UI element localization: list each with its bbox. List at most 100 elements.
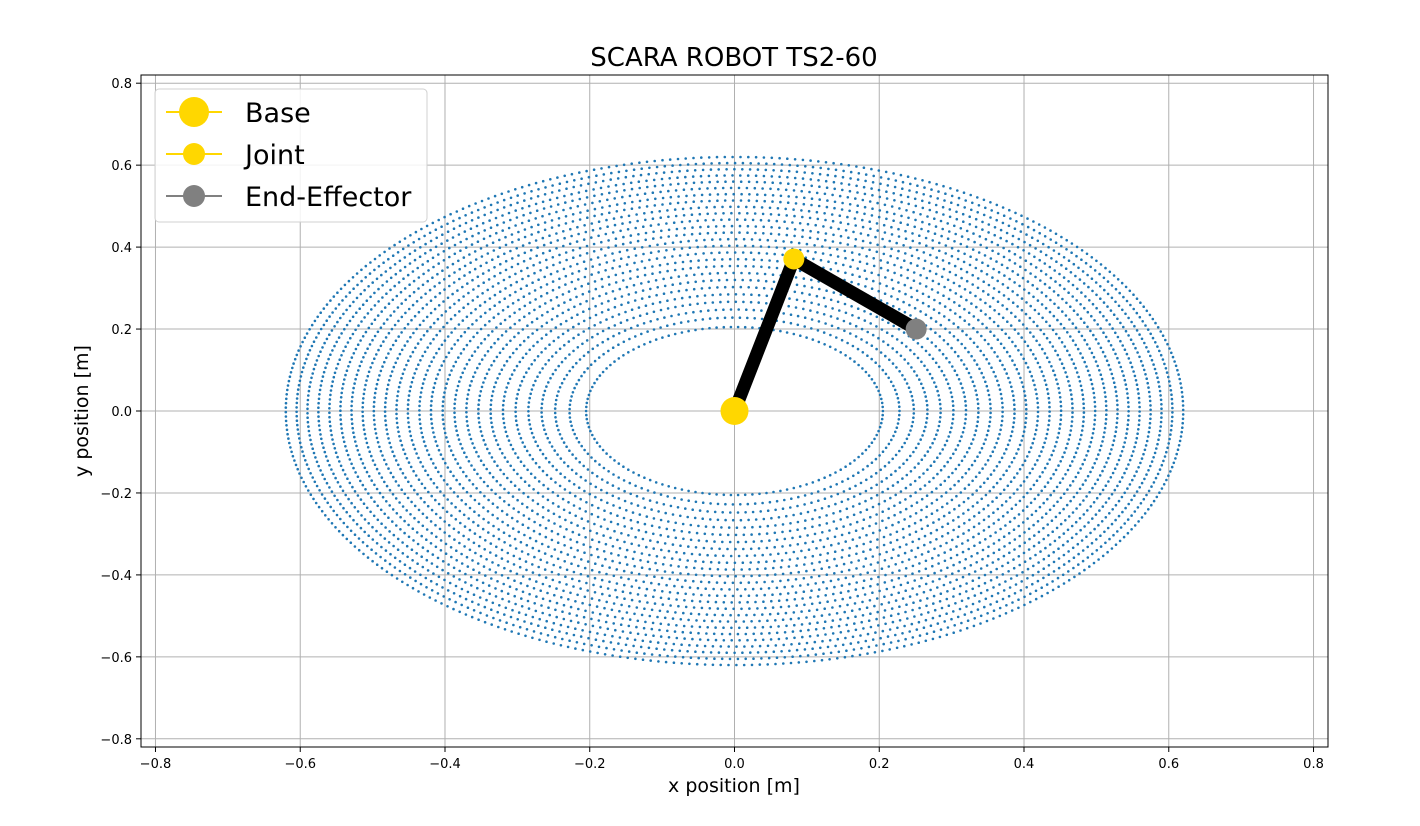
workspace-point bbox=[662, 197, 665, 200]
workspace-point bbox=[533, 556, 536, 559]
workspace-point bbox=[743, 238, 746, 241]
workspace-point bbox=[952, 418, 955, 421]
workspace-point bbox=[442, 300, 445, 303]
workspace-point bbox=[831, 194, 834, 197]
workspace-point bbox=[462, 471, 465, 474]
workspace-point bbox=[656, 244, 659, 247]
workspace-point bbox=[1127, 406, 1130, 409]
workspace-point bbox=[1043, 558, 1046, 561]
workspace-point bbox=[357, 343, 360, 346]
workspace-point bbox=[441, 414, 444, 417]
workspace-point bbox=[953, 240, 956, 243]
workspace-point bbox=[545, 536, 548, 539]
workspace-point bbox=[987, 546, 990, 549]
workspace-point bbox=[1105, 413, 1108, 416]
workspace-point bbox=[468, 479, 471, 482]
workspace-point bbox=[453, 575, 456, 578]
workspace-point bbox=[809, 635, 812, 638]
workspace-point bbox=[1026, 476, 1029, 479]
workspace-point bbox=[532, 488, 535, 491]
workspace-point bbox=[501, 229, 504, 232]
workspace-point bbox=[419, 423, 422, 426]
workspace-point bbox=[1114, 489, 1117, 492]
workspace-point bbox=[576, 549, 579, 552]
workspace-point bbox=[645, 634, 648, 637]
workspace-point bbox=[1025, 313, 1028, 316]
workspace-point bbox=[821, 614, 824, 617]
workspace-point bbox=[448, 285, 451, 288]
workspace-point bbox=[439, 528, 442, 531]
workspace-point bbox=[649, 245, 652, 248]
workspace-point bbox=[554, 481, 557, 484]
workspace-point bbox=[523, 534, 526, 537]
workspace-point bbox=[959, 593, 962, 596]
workspace-point bbox=[882, 410, 885, 413]
workspace-point bbox=[528, 367, 531, 370]
workspace-point bbox=[745, 541, 748, 544]
workspace-point bbox=[975, 258, 978, 261]
workspace-point bbox=[531, 321, 534, 324]
workspace-point bbox=[503, 395, 506, 398]
workspace-point bbox=[492, 535, 495, 538]
workspace-point bbox=[670, 315, 673, 318]
workspace-point bbox=[995, 568, 998, 571]
workspace-point bbox=[439, 330, 442, 333]
workspace-point bbox=[1102, 315, 1105, 318]
workspace-point bbox=[591, 569, 594, 572]
workspace-point bbox=[497, 255, 500, 258]
workspace-point bbox=[593, 215, 596, 218]
workspace-point bbox=[1059, 401, 1062, 404]
workspace-point bbox=[933, 308, 936, 311]
workspace-point bbox=[633, 262, 636, 265]
workspace-point bbox=[499, 484, 502, 487]
workspace-point bbox=[940, 235, 943, 238]
workspace-point bbox=[1138, 424, 1141, 427]
workspace-point bbox=[1136, 432, 1139, 435]
workspace-point bbox=[1034, 388, 1037, 391]
workspace-point bbox=[887, 488, 890, 491]
workspace-point bbox=[885, 527, 888, 530]
workspace-point bbox=[923, 365, 926, 368]
workspace-point bbox=[665, 222, 668, 225]
workspace-point bbox=[387, 467, 390, 470]
workspace-point bbox=[1076, 492, 1079, 495]
workspace-point bbox=[939, 545, 942, 548]
workspace-point bbox=[552, 502, 555, 505]
workspace-point bbox=[656, 616, 659, 619]
workspace-point bbox=[947, 435, 950, 438]
workspace-point bbox=[716, 594, 719, 597]
workspace-point bbox=[902, 244, 905, 247]
workspace-point bbox=[562, 209, 565, 212]
workspace-point bbox=[397, 335, 400, 338]
workspace-point bbox=[1058, 432, 1061, 435]
workspace-point bbox=[1104, 391, 1107, 394]
workspace-point bbox=[987, 459, 990, 462]
workspace-point bbox=[935, 211, 938, 214]
workspace-point bbox=[419, 461, 422, 464]
workspace-point bbox=[1071, 525, 1074, 528]
workspace-point bbox=[448, 374, 451, 377]
workspace-point bbox=[375, 387, 378, 390]
workspace-point bbox=[660, 309, 663, 312]
workspace-point bbox=[1029, 272, 1032, 275]
workspace-point bbox=[450, 369, 453, 372]
workspace-point bbox=[573, 556, 576, 559]
workspace-point bbox=[334, 447, 337, 450]
workspace-point bbox=[612, 495, 615, 498]
workspace-point bbox=[399, 353, 402, 356]
workspace-point bbox=[743, 620, 746, 623]
workspace-point bbox=[436, 566, 439, 569]
workspace-point bbox=[768, 266, 771, 269]
workspace-point bbox=[954, 233, 957, 236]
workspace-point bbox=[734, 251, 737, 254]
workspace-point bbox=[343, 441, 346, 444]
workspace-point bbox=[1046, 388, 1049, 391]
workspace-point bbox=[1013, 548, 1016, 551]
workspace-point bbox=[707, 309, 710, 312]
workspace-point bbox=[612, 484, 615, 487]
workspace-point bbox=[522, 214, 525, 217]
workspace-point bbox=[333, 376, 336, 379]
workspace-point bbox=[462, 535, 465, 538]
workspace-point bbox=[868, 619, 871, 622]
workspace-point bbox=[409, 355, 412, 358]
